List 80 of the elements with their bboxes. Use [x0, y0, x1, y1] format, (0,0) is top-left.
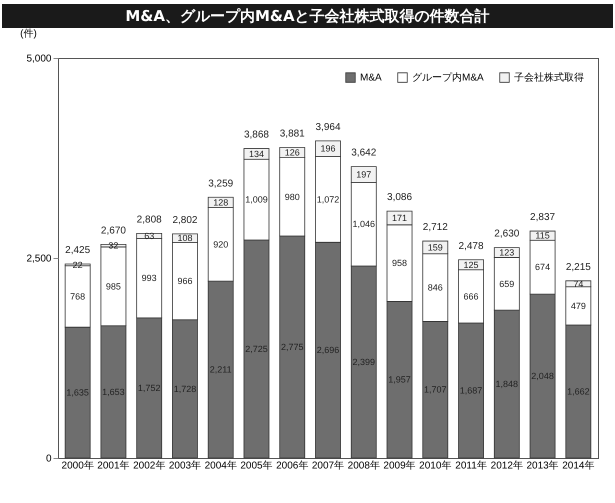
x-tick-label: 2002年: [133, 460, 166, 472]
data-label: 674: [535, 262, 550, 272]
x-tick-label: 2011年: [455, 460, 487, 472]
y-tick-label: 2,500: [26, 254, 52, 264]
data-label: 659: [499, 278, 514, 289]
data-label: 985: [106, 281, 121, 292]
data-label: 846: [428, 282, 443, 293]
total-label: 2,425: [65, 245, 91, 256]
data-label: 768: [70, 291, 86, 302]
data-label: 115: [535, 230, 550, 241]
data-label: 958: [392, 258, 408, 268]
data-label: 1,752: [138, 382, 160, 393]
data-label: 1,728: [174, 384, 196, 394]
x-tick-label: 2013年: [526, 460, 559, 472]
x-tick-label: 2000年: [62, 460, 94, 472]
data-label: 159: [428, 242, 443, 252]
data-label: 197: [356, 170, 372, 180]
data-label: 1,653: [102, 386, 125, 397]
y-axis-title: (件): [20, 28, 37, 40]
y-tick-label: 0: [46, 454, 52, 464]
x-tick-label: 2007年: [312, 460, 344, 472]
data-label: 1,687: [460, 386, 482, 396]
data-label: 666: [464, 291, 479, 302]
total-label: 2,837: [530, 212, 556, 224]
total-label: 3,259: [208, 178, 234, 190]
data-label: 1,707: [424, 384, 447, 395]
y-tick-label: 5,000: [26, 54, 52, 64]
total-label: 3,868: [244, 130, 270, 141]
data-label: 2,775: [280, 342, 304, 352]
x-tick-label: 2008年: [348, 460, 380, 472]
data-label: 1,662: [567, 386, 590, 397]
total-label: 2,630: [494, 228, 520, 240]
x-tick-label: 2006年: [276, 460, 308, 472]
total-label: 2,478: [458, 240, 484, 252]
data-label: 1,635: [66, 388, 89, 398]
total-label: 3,086: [387, 192, 412, 204]
data-label: 126: [284, 148, 300, 158]
x-tick-label: 2003年: [168, 460, 202, 472]
x-tick-label: 2009年: [383, 460, 416, 472]
data-label: 2,725: [245, 344, 268, 354]
x-tick-label: 2010年: [419, 460, 452, 472]
data-label: 1,072: [316, 194, 340, 204]
total-label: 2,712: [422, 222, 448, 234]
data-label: 966: [177, 276, 192, 286]
x-tick-label: 2012年: [490, 460, 523, 472]
data-label: 2,048: [531, 371, 554, 382]
total-label: 3,642: [351, 148, 377, 159]
data-label: 1,848: [496, 379, 518, 390]
x-tick-label: 2014年: [562, 460, 594, 472]
data-label: 993: [142, 273, 157, 284]
data-label: 108: [177, 233, 192, 244]
x-tick-label: 2001年: [97, 460, 130, 472]
data-label: 2,211: [210, 364, 232, 375]
chart-title: M&A、グループ内M&Aと子会社株式取得の件数合計: [2, 4, 613, 28]
data-label: 134: [248, 148, 264, 159]
x-tick-label: 2005年: [240, 460, 273, 472]
data-label: 920: [213, 239, 228, 250]
data-label: 128: [213, 197, 228, 208]
total-label: 2,670: [100, 225, 126, 236]
data-label: 125: [464, 260, 479, 270]
data-label: 1,009: [245, 194, 268, 205]
data-label: 2,696: [316, 345, 340, 356]
data-label: 123: [499, 248, 514, 258]
data-label: 1,046: [352, 219, 376, 230]
total-label: 2,808: [136, 214, 162, 226]
data-label: 2,399: [352, 357, 376, 368]
data-label: 171: [392, 212, 408, 223]
data-label: 1,957: [388, 374, 411, 385]
data-label: 74: [573, 278, 584, 289]
total-label: 3,964: [315, 122, 341, 133]
x-tick-label: 2004年: [204, 460, 237, 472]
legend-label: 子会社株式取得: [514, 72, 584, 84]
total-label: 2,802: [172, 214, 198, 226]
total-label: 3,881: [280, 128, 306, 140]
total-label: 2,215: [566, 262, 592, 273]
data-label: 479: [570, 300, 586, 311]
legend-label: M&A: [360, 72, 382, 84]
data-label: 980: [284, 192, 300, 202]
data-label: 196: [320, 144, 336, 154]
legend-label: グループ内M&A: [412, 72, 484, 84]
